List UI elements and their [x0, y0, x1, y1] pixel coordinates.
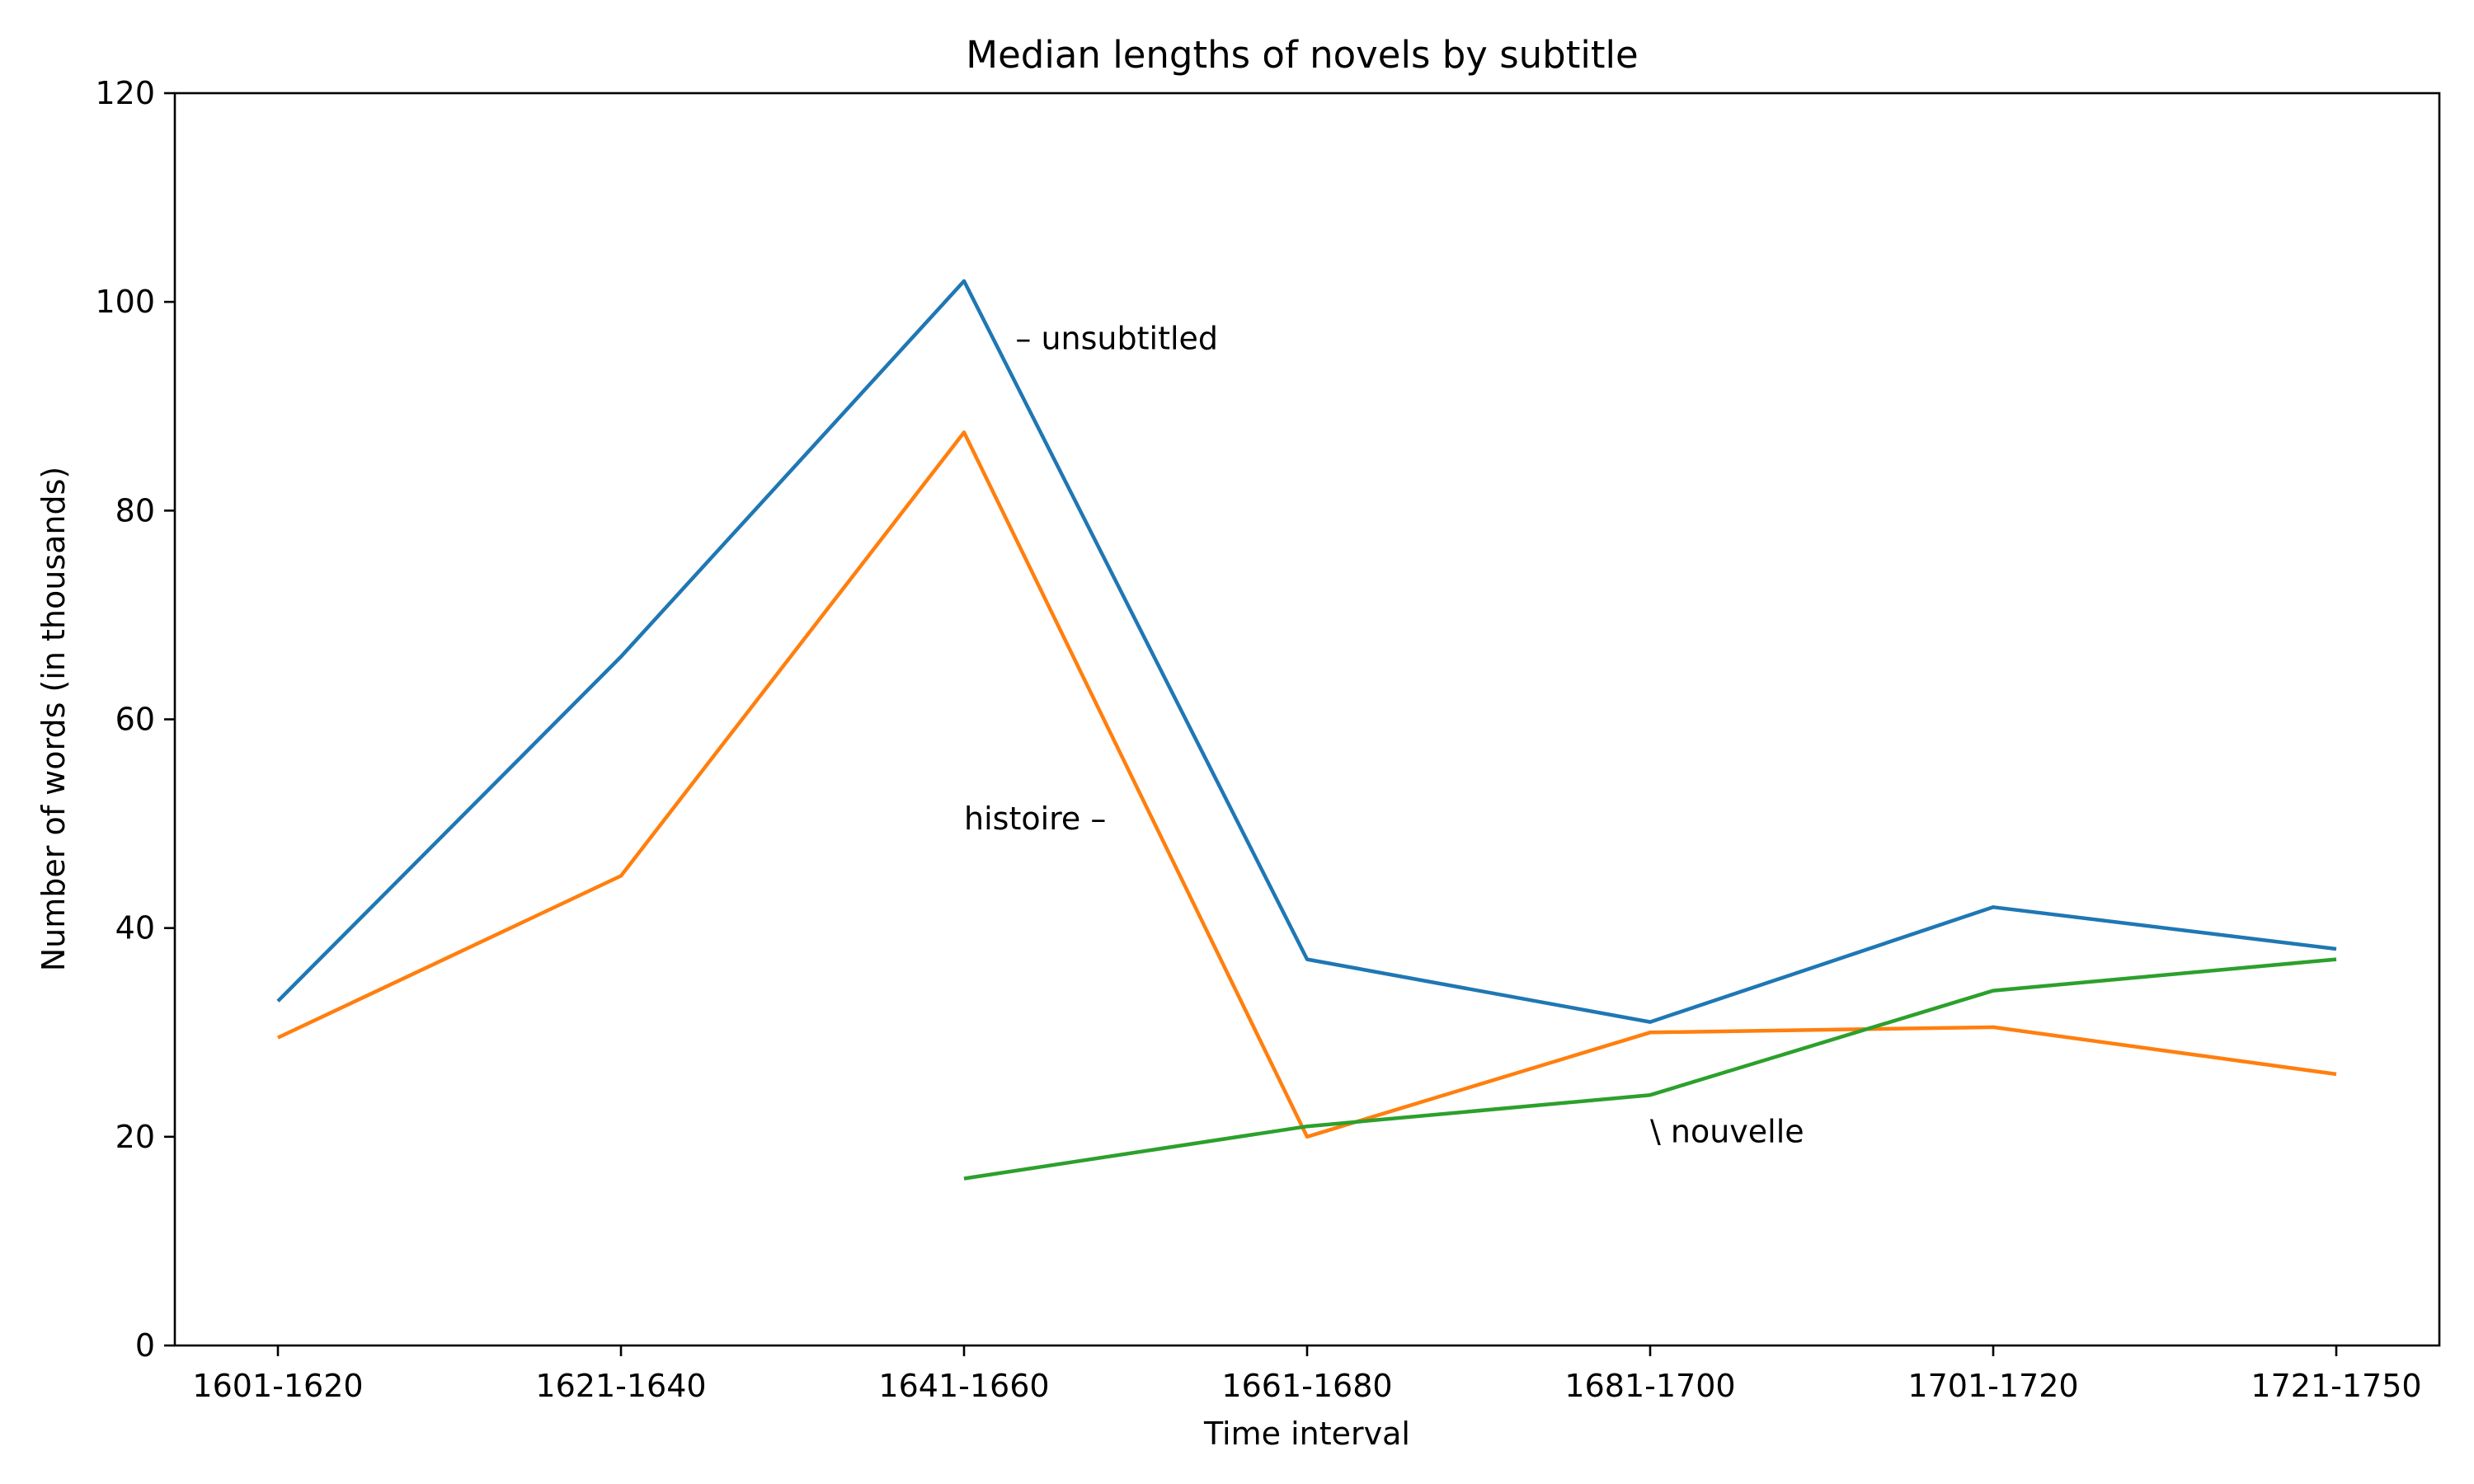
x-tick-label: 1621-1640 — [535, 1368, 706, 1404]
y-tick-label: 40 — [115, 910, 155, 946]
series-line-3 — [963, 957, 2337, 1181]
y-tick-label: 20 — [115, 1119, 155, 1155]
y-axis: 0 20 40 60 80 100 120 — [95, 75, 175, 1364]
x-tick-label: 1661-1680 — [1221, 1368, 1392, 1404]
y-tick-label: 100 — [95, 284, 155, 320]
y-axis-label: Number of words (in thousands) — [35, 467, 72, 972]
y-tick-label: 0 — [135, 1327, 155, 1364]
x-axis-label: Time interval — [1203, 1416, 1410, 1452]
series-line-2 — [277, 430, 2337, 1139]
x-tick-label: 1701-1720 — [1907, 1368, 2078, 1404]
annotation-layer: – unsubtitled histoire – \ nouvelle — [964, 321, 1804, 1150]
series-line-1 — [276, 279, 2337, 1024]
x-tick-label: 1641-1660 — [878, 1368, 1049, 1404]
y-tick-label: 60 — [115, 702, 155, 738]
series-annotation: – unsubtitled — [1015, 321, 1218, 357]
series-annotation: histoire – — [964, 801, 1106, 837]
x-tick-label: 1721-1750 — [2251, 1368, 2421, 1404]
chart-title: Median lengths of novels by subtitle — [966, 33, 1638, 77]
y-tick-label: 80 — [115, 492, 155, 528]
series-annotation: \ nouvelle — [1650, 1114, 1804, 1150]
x-tick-label: 1601-1620 — [192, 1368, 363, 1404]
series-layer — [276, 279, 2337, 1181]
x-axis: 1601-1620 1621-1640 1641-1660 1661-1680 1681… — [192, 1345, 2422, 1404]
y-tick-label: 120 — [95, 75, 155, 111]
x-tick-label: 1681-1700 — [1564, 1368, 1735, 1404]
